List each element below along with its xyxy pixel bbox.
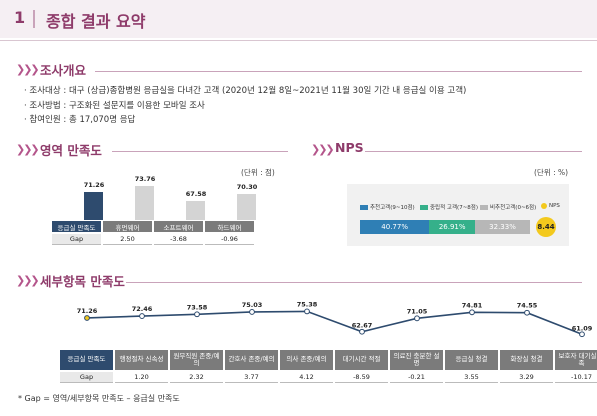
area-title: 영역 만족도 [40,143,102,158]
detail-point-label: 71.26 [77,307,98,315]
nps-legend-item: 추천고객(9~10점) [360,203,415,211]
area-header-cell: 응급실 만족도 [52,221,101,232]
detail-series-line [86,310,583,336]
overview-participants: · 참여인원 : 총 17,070명 응답 [24,115,136,125]
overview-underline [95,71,582,72]
detail-point [304,308,310,315]
nps-legend-swatch [360,204,368,210]
detail-point-label: 75.38 [297,300,318,308]
detail-gap-cell: -8.59 [335,372,388,383]
detail-point [579,331,585,338]
detail-point [194,311,200,318]
detail-point-label: 61.09 [572,324,593,332]
nps-segment: 32.33% [475,220,530,234]
area-header-cell: 하드웨어 [205,221,254,232]
detail-gap-cell: 3.29 [500,372,553,383]
detail-header-cell: 간호사 존중/예의 [225,350,278,370]
area-unit: (단위 : 점) [241,168,275,177]
detail-point [524,309,530,316]
nps-segment: 26.91% [429,220,476,234]
area-bar-chart [56,176,276,220]
nps-legend-swatch [480,204,488,210]
detail-header-cell: 화장실 청결 [500,350,553,370]
nps-legend-label: 추천고객(9~10점) [370,205,415,211]
nps-legend-label: NPS [549,203,560,209]
overview-method: · 조사방법 : 구조화된 설문지를 이용한 모바일 조사 [24,101,205,111]
nps-segment: 40.77% [360,220,430,234]
detail-header-cell: 응급실 청결 [445,350,498,370]
detail-header-cell: 원무직원 존중/예의 [170,350,223,370]
area-gap-label: Gap [52,234,101,245]
overview-target: · 조사대상 : 대구 (상급)종합병원 응급실을 다녀간 고객 (2020년 … [24,86,467,96]
chevron-right-icon: ❯❯❯ [311,143,335,156]
page-title: 종합 결과 요약 [46,12,146,31]
detail-header-cell: 응급실 만족도 [60,350,113,370]
detail-point [139,313,145,319]
area-gap-cell: -0.96 [205,234,254,245]
header-band [0,0,597,38]
area-bar-value: 73.76 [134,174,156,183]
nps-legend-item: 중립적 고객(7~8점) [420,203,478,211]
nps-score-badge: 8.44 [536,217,556,237]
detail-title: 세부항목 만족도 [40,274,125,289]
detail-gap-cell: 2.32 [170,372,223,383]
detail-point-label: 62.67 [352,322,373,330]
detail-header-cell: 의사 존중/예의 [280,350,333,370]
area-bar [237,194,256,220]
area-bar-value: 67.58 [185,190,207,199]
detail-header-cell: 의료진 충분한 설명 [390,350,443,370]
detail-point-label: 74.55 [517,302,538,310]
chevron-right-icon: ❯❯❯ [16,274,40,287]
nps-legend-dot [541,203,547,209]
area-gap-cell: 2.50 [103,234,152,245]
area-bar-value: 71.26 [83,180,105,189]
detail-point [414,315,420,322]
area-header-cell: 휴먼웨어 [103,221,152,232]
detail-gap-cell: -0.21 [390,372,443,383]
area-header-cell: 소프트웨어 [154,221,203,232]
detail-gap-cell: 1.20 [115,372,168,383]
detail-header-cell: 보호자 대기실 만족 [555,350,597,370]
area-bar [186,201,205,220]
area-bar-value: 70.30 [236,183,258,192]
detail-point-label: 73.58 [187,303,208,311]
detail-header-cell: 대기시간 적절 [335,350,388,370]
detail-gap-label: Gap [60,372,113,383]
nps-legend-label: 비추천고객(0~6점) [490,205,537,211]
nps-legend-swatch [420,204,428,210]
detail-gap-cell: 3.55 [445,372,498,383]
chevron-right-icon: ❯❯❯ [16,143,40,156]
detail-underline [126,282,582,283]
gap-note: * Gap = 영역/세부항목 만족도 – 응급실 만족도 [18,394,180,403]
detail-gap-cell: 3.77 [225,372,278,383]
overview-title: 조사개요 [40,63,87,78]
nps-legend-item: 비추천고객(0~6점) [480,203,536,211]
nps-unit: (단위 : %) [534,168,569,177]
detail-point-label: 71.05 [407,307,428,315]
detail-header-cell: 행정절차 신속성 [115,350,168,370]
section-number: 1 [14,8,26,27]
header-underline [0,40,597,41]
nps-title: NPS [335,140,364,155]
area-bar [135,185,154,220]
detail-point [249,309,255,315]
header-divider [33,10,35,28]
chevron-right-icon: ❯❯❯ [16,63,40,76]
area-underline [112,151,288,152]
detail-line-chart: 71.26 72.46 73.58 75.03 75.38 62.67 71.05 74.81… [77,300,593,338]
nps-underline [365,151,582,152]
detail-point-label: 75.03 [242,301,263,309]
nps-legend-label: 중립적 고객(7~8점) [430,205,479,211]
area-gap-cell: -3.68 [154,234,203,245]
detail-point-label: 72.46 [132,305,153,313]
detail-point [359,328,365,335]
detail-gap-cell: 4.12 [280,372,333,383]
detail-point [84,315,90,321]
nps-legend-item: NPS [541,203,560,209]
nps-panel [347,184,569,246]
detail-point [469,309,475,316]
detail-gap-cell: -10.17 [555,372,597,383]
area-bar [84,191,103,220]
detail-point-label: 74.81 [462,301,483,309]
